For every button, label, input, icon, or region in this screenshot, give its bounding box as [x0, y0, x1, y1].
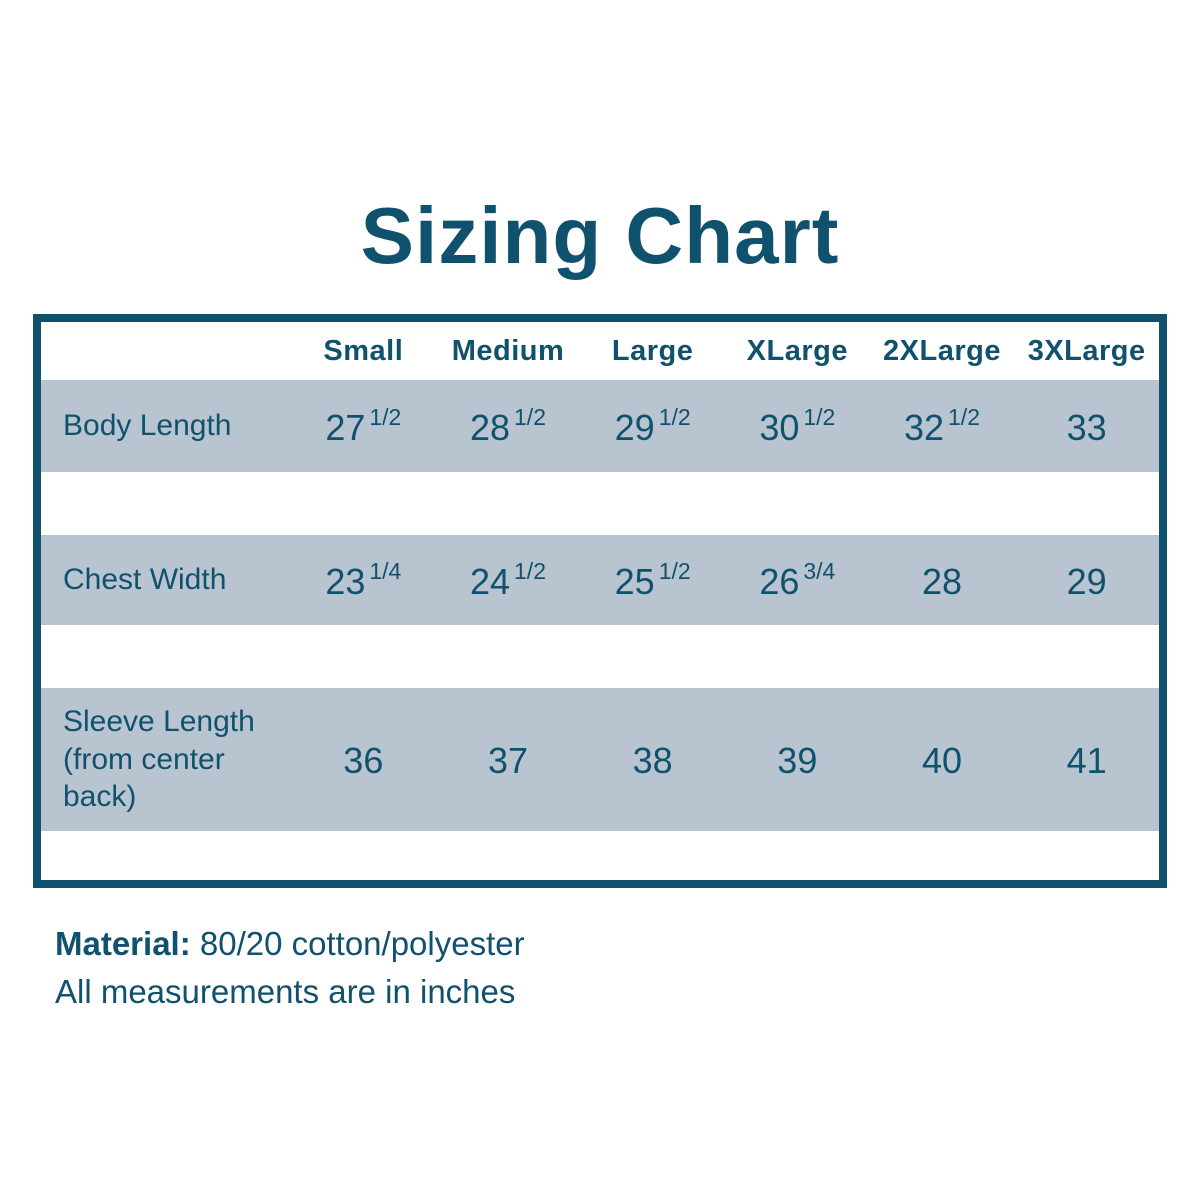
table-row-body-length: Body Length 27 1/2 28 1/2 29 1/2 30 1/2 32 1/…: [41, 380, 1159, 472]
footer-notes: Material: 80/20 cotton/polyester All mea…: [55, 920, 1167, 1016]
column-header-3xlarge: 3XLarge: [1027, 334, 1146, 367]
page-title: Sizing Chart: [360, 191, 840, 280]
material-label: Material:: [55, 925, 191, 962]
column-header-xlarge: XLarge: [746, 334, 848, 367]
sleeve-length-medium: 37: [487, 740, 529, 781]
row-label-sleeve-length: Sleeve Length (from center back): [63, 705, 255, 814]
body-length-large: 29 1/2: [614, 403, 691, 448]
body-length-xlarge: 30 1/2: [759, 403, 836, 448]
measurement-note: All measurements are in inches: [55, 972, 516, 1010]
chest-width-medium: 24 1/2: [469, 557, 546, 602]
table-row-sleeve-length: Sleeve Length (from center back) 36 37 3…: [41, 688, 1159, 831]
chest-width-2xlarge: 28: [921, 560, 963, 602]
body-length-small: 27 1/2: [325, 403, 402, 448]
sizing-table: Small Medium Large XLarge 2XLarge 3XLarg…: [33, 314, 1167, 888]
material-line: Material: 80/20 cotton/polyester: [55, 920, 1167, 968]
chest-width-xlarge: 26 3/4: [759, 557, 836, 602]
chest-width-3xlarge: 29: [1066, 560, 1107, 602]
sleeve-length-2xlarge: 40: [921, 740, 963, 781]
chest-width-large: 25 1/2: [614, 557, 691, 602]
row-label-body-length: Body Length: [63, 409, 232, 443]
row-label-chest-width: Chest Width: [63, 563, 227, 597]
column-header-2xlarge: 2XLarge: [883, 334, 1001, 367]
sizing-chart-page: Sizing Chart Small Medium Large XLarge 2…: [33, 191, 1167, 1016]
column-header-medium: Medium: [451, 334, 565, 367]
row-spacer: [41, 472, 1159, 535]
column-header-large: Large: [611, 334, 694, 367]
row-spacer: [41, 831, 1159, 880]
sleeve-length-large: 38: [632, 740, 673, 781]
table-row-chest-width: Chest Width 23 1/4 24 1/2 25 1/2 26 3/4 28 2…: [41, 535, 1159, 625]
material-value: 80/20 cotton/polyester: [190, 925, 525, 962]
sleeve-length-small: 36: [343, 740, 384, 781]
body-length-medium: 28 1/2: [469, 403, 546, 448]
column-header-small: Small: [323, 334, 404, 367]
sleeve-length-3xlarge: 41: [1066, 740, 1107, 781]
chest-width-small: 23 1/4: [325, 557, 402, 602]
table-header-row: Small Medium Large XLarge 2XLarge 3XLarg…: [41, 322, 1159, 380]
body-length-2xlarge: 32 1/2: [903, 403, 980, 448]
row-spacer: [41, 625, 1159, 688]
body-length-3xlarge: 33: [1066, 406, 1107, 448]
sleeve-length-xlarge: 39: [777, 740, 818, 781]
